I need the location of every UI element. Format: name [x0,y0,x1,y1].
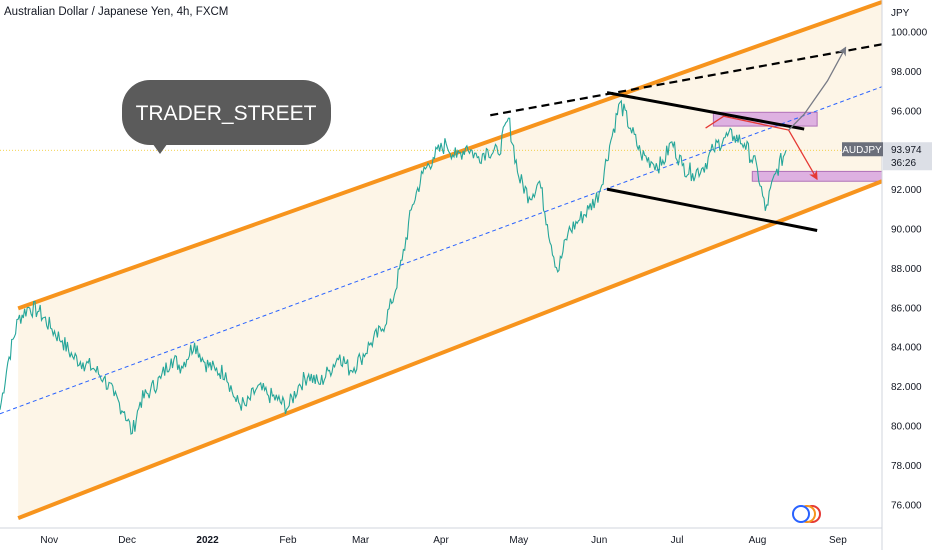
axis-unit-label: JPY [891,8,910,19]
bubble-body [122,80,331,145]
wedge-lower-line [606,187,818,232]
symbol-badge [842,142,883,157]
x-tick-label: Sep [829,535,847,546]
price-axis-bg [882,0,932,550]
channel-midline [0,86,883,415]
wedge-upper-line [606,91,805,131]
y-tick-label: 96.000 [891,106,922,117]
x-tick-label: 2022 [196,535,219,546]
x-tick-label: Jul [671,535,684,546]
chart-title: Australian Dollar / Japanese Yen, 4h, FX… [4,6,229,18]
y-tick-label: 90.000 [891,225,922,236]
series-layer [0,99,787,435]
x-tick-label: Aug [749,535,767,546]
y-tick-label: 86.000 [891,303,922,314]
y-tick-label: 84.000 [891,343,922,354]
bubble-text: TRADER_STREET [136,102,317,125]
channel-fill [18,1,883,519]
price-line [0,99,787,435]
y-tick-label: 92.000 [891,185,922,196]
y-tick-label: 100.000 [891,28,928,39]
price-badge-value: 93.974 [891,145,922,156]
price-badge-countdown: 36:26 [891,158,916,169]
channel-fill-layer [18,1,883,519]
symbol-badge-text: AUDJPY [842,145,882,156]
x-tick-label: Nov [40,535,58,546]
y-tick-label: 82.000 [891,382,922,393]
x-tick-label: May [509,535,528,546]
x-tick-label: Dec [118,535,136,546]
channel-lower-line [17,179,883,521]
annotation-layer: TRADER_STREET [122,80,331,154]
price-badge [883,142,932,171]
y-tick-label: 98.000 [891,67,922,78]
y-tick-label: 88.000 [891,264,922,275]
dashed-resistance-line [490,43,883,117]
x-tick-label: Apr [433,535,449,546]
x-tick-label: Jun [591,535,607,546]
projection-up-arrow [788,46,847,131]
x-tick-label: Mar [352,535,370,546]
y-tick-label: 80.000 [891,422,922,433]
event-icons [792,505,821,523]
x-tick-label: Feb [279,535,297,546]
bubble-tail [150,140,170,154]
y-tick-label: 78.000 [891,461,922,472]
trader-street-bubble: TRADER_STREET [122,80,331,154]
y-tick-label: 76.000 [891,500,922,511]
event-icon-2 [792,505,810,523]
time-axis-bg [0,528,932,550]
projection-down-arrow [705,115,818,181]
